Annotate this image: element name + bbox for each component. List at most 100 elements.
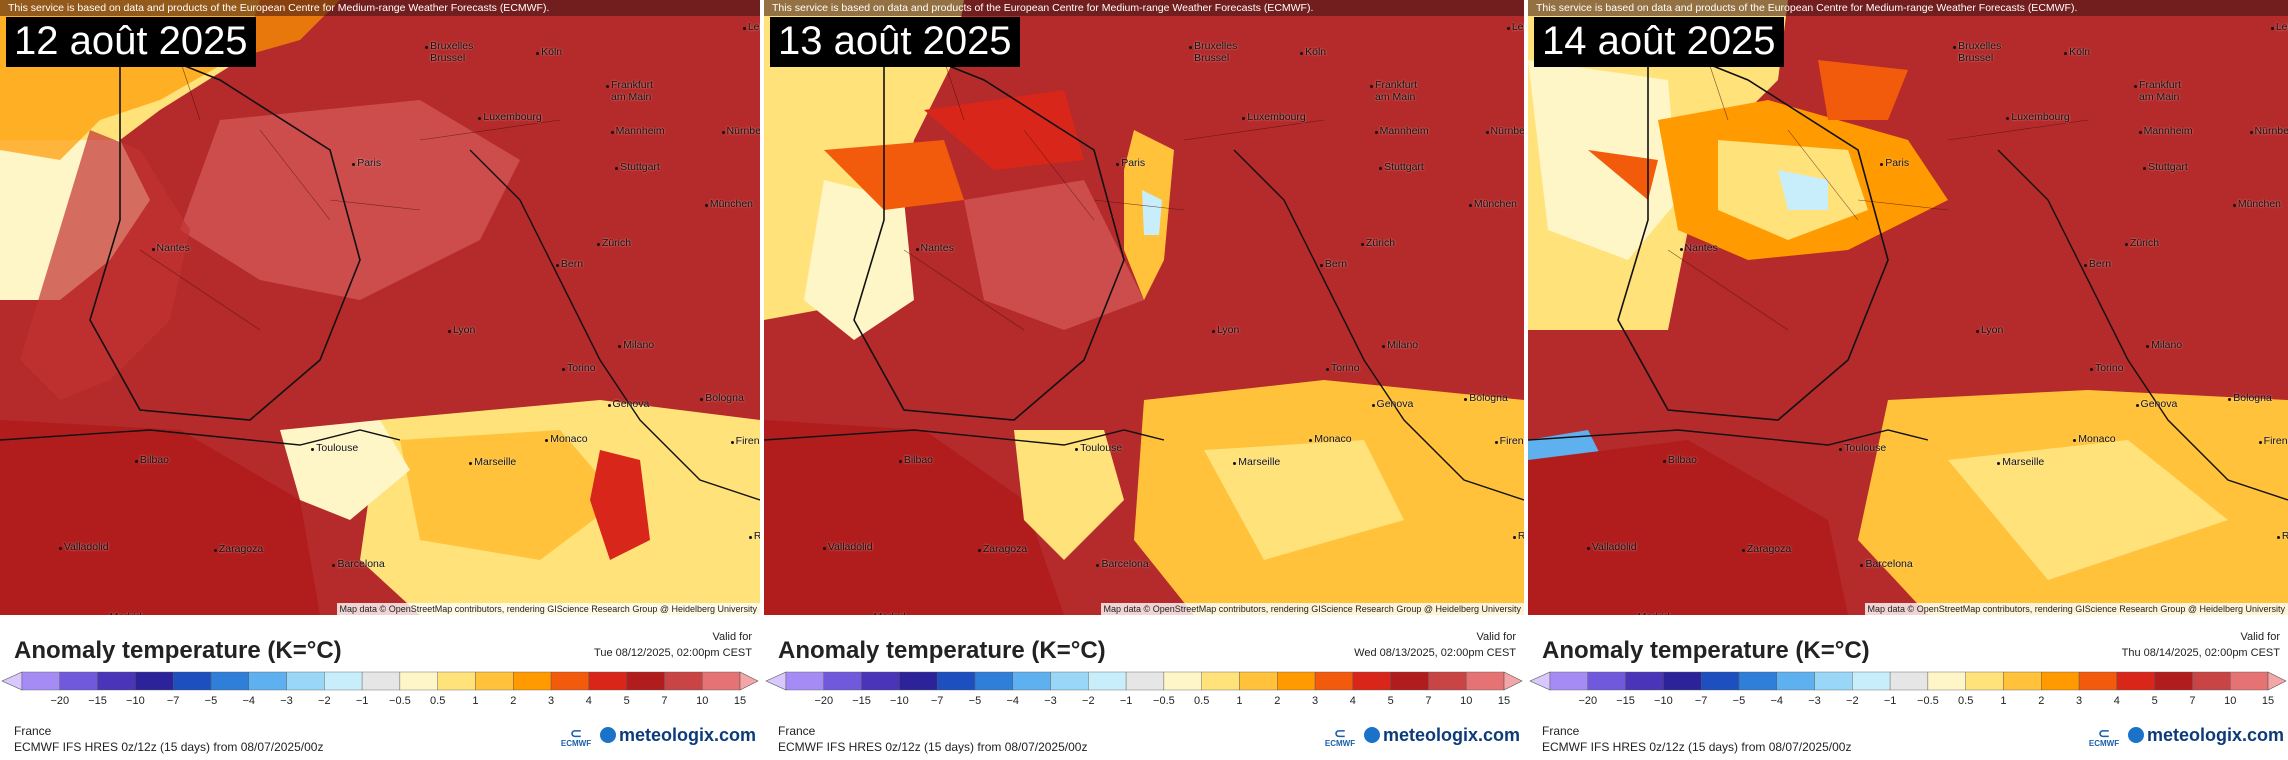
scale-swatch (2041, 671, 2080, 691)
service-note: This service is based on data and produc… (1528, 0, 2288, 16)
city-label: Roma (2276, 530, 2288, 542)
city-label: Nantes (1679, 241, 1718, 254)
city-label: Paris (352, 156, 382, 169)
city-label: Toulouse (1839, 442, 1887, 455)
meteologix-logo[interactable]: meteologix.com (600, 725, 756, 746)
city-label: Monaco (545, 433, 588, 446)
scale-tick-label: 2 (510, 695, 517, 707)
valid-label: Valid for (1476, 631, 1516, 643)
city-label: Zaragoza (977, 542, 1028, 555)
scale-tick-label: 3 (2075, 695, 2083, 707)
service-note: This service is based on data and produc… (0, 0, 760, 16)
scale-swatch (1352, 671, 1391, 691)
scale-tick-label: 4 (2113, 695, 2120, 707)
scale-tick-label: −10 (126, 695, 145, 707)
city-label: Zaragoza (213, 542, 264, 555)
scale-tick-label: −15 (88, 695, 107, 707)
map-attribution[interactable]: Map data © OpenStreetMap contributors, r… (336, 603, 760, 615)
scale-tick-label: 4 (1349, 695, 1356, 707)
scale-swatch (1663, 671, 1702, 691)
scale-tick-label: −3 (280, 695, 293, 707)
meteologix-logo[interactable]: meteologix.com (2128, 725, 2284, 746)
city-label: Lyon (1975, 323, 2004, 336)
anomaly-map: This service is based on data and produc… (1528, 0, 2288, 615)
scale-swatch (785, 671, 824, 691)
scale-swatch (1428, 671, 1467, 691)
anomaly-map: This service is based on data and produc… (764, 0, 1524, 615)
scale-tick-label: −3 (1808, 695, 1821, 707)
scale-arrow-right (1503, 671, 1523, 691)
scale-swatch (974, 671, 1013, 691)
map-canvas (764, 0, 1524, 615)
scale-swatch (1700, 671, 1740, 691)
scale-swatch (1889, 671, 1929, 691)
city-label: Madrid (873, 611, 905, 615)
city-label: Leipzig (742, 21, 760, 33)
city-label: Bologna (1464, 392, 1508, 405)
scale-swatch (2192, 671, 2231, 691)
scale-tick-label: −1 (1119, 695, 1133, 707)
scale-swatch (1738, 671, 1777, 691)
region-label: France (14, 724, 52, 738)
city-label: Lyon (447, 323, 476, 336)
city-label: Stuttgart (2143, 161, 2188, 174)
scale-swatch (2116, 671, 2155, 691)
city-label: Lyon (1211, 323, 1240, 336)
map-attribution[interactable]: Map data © OpenStreetMap contributors, r… (1100, 603, 1524, 615)
map-panel-2: This service is based on data and produc… (764, 0, 1524, 760)
scale-tick-label: 15 (2261, 695, 2275, 707)
city-label: Genova (2135, 398, 2178, 411)
valid-date: Wed 08/13/2025, 02:00pm CEST (1354, 647, 1516, 659)
scale-swatch (861, 671, 900, 691)
scale-swatch (475, 671, 514, 691)
city-label: Bern (1319, 258, 1348, 271)
scale-tick-label: −15 (1616, 695, 1635, 707)
city-label: München (2232, 197, 2282, 210)
map-panel-3: This service is based on data and produc… (1528, 0, 2288, 760)
city-label: Firenze (1494, 435, 1524, 447)
city-label: Monaco (2073, 433, 2116, 446)
scale-tick-label: −2 (318, 695, 331, 707)
meteologix-logo[interactable]: meteologix.com (1364, 725, 1520, 746)
scale-arrow-left (765, 671, 787, 691)
scale-tick-label: 10 (696, 695, 709, 707)
scale-tick-label: −0.5 (1917, 695, 1939, 707)
ecmwf-logo: ⊂ ECMWF (2088, 725, 2120, 748)
globe-icon (2128, 727, 2144, 743)
scale-swatch (2154, 671, 2193, 691)
city-label: Bern (555, 258, 584, 271)
map-canvas (1528, 0, 2288, 615)
scale-tick-label: −15 (852, 695, 871, 707)
scale-swatch (588, 671, 627, 691)
color-scale-bar (765, 671, 1523, 691)
legend: Anomaly temperature (K=°C) Valid for Tue… (0, 615, 760, 760)
scale-tick-label: 1 (2000, 695, 2007, 707)
city-label: Marseille (469, 456, 517, 468)
scale-tick-label: 7 (661, 695, 668, 707)
scale-tick-label: −3 (1044, 695, 1057, 707)
city-label: Torino (562, 361, 596, 374)
city-label: München (1468, 197, 1518, 210)
valid-label: Valid for (712, 631, 752, 643)
date-label: 13 août 2025 (770, 17, 1020, 67)
ecmwf-logo: ⊂ ECMWF (1324, 725, 1356, 748)
valid-date: Thu 08/14/2025, 02:00pm CEST (2121, 647, 2280, 659)
city-label: Frankfurt am Main (1370, 79, 1418, 104)
scale-swatch (1549, 671, 1588, 691)
scale-swatch (399, 671, 438, 691)
city-label: Luxembourg (1242, 110, 1306, 123)
city-label: Zürich (1360, 237, 1396, 250)
scale-tick-label: −7 (930, 695, 944, 707)
scale-swatch (1965, 671, 2004, 691)
scale-tick-label: −10 (1654, 695, 1673, 707)
scale-tick-label: 7 (1425, 695, 1432, 707)
city-label: Frankfurt am Main (606, 79, 654, 104)
map-attribution[interactable]: Map data © OpenStreetMap contributors, r… (1864, 603, 2288, 615)
scale-swatch (1125, 671, 1165, 691)
scale-arrow-left (1, 671, 23, 691)
scale-swatch (664, 671, 703, 691)
scale-swatch (1239, 671, 1278, 691)
scale-tick-label: 7 (2189, 695, 2196, 707)
city-label: Toulouse (311, 442, 359, 455)
city-label: Nürnberg (2249, 125, 2288, 137)
